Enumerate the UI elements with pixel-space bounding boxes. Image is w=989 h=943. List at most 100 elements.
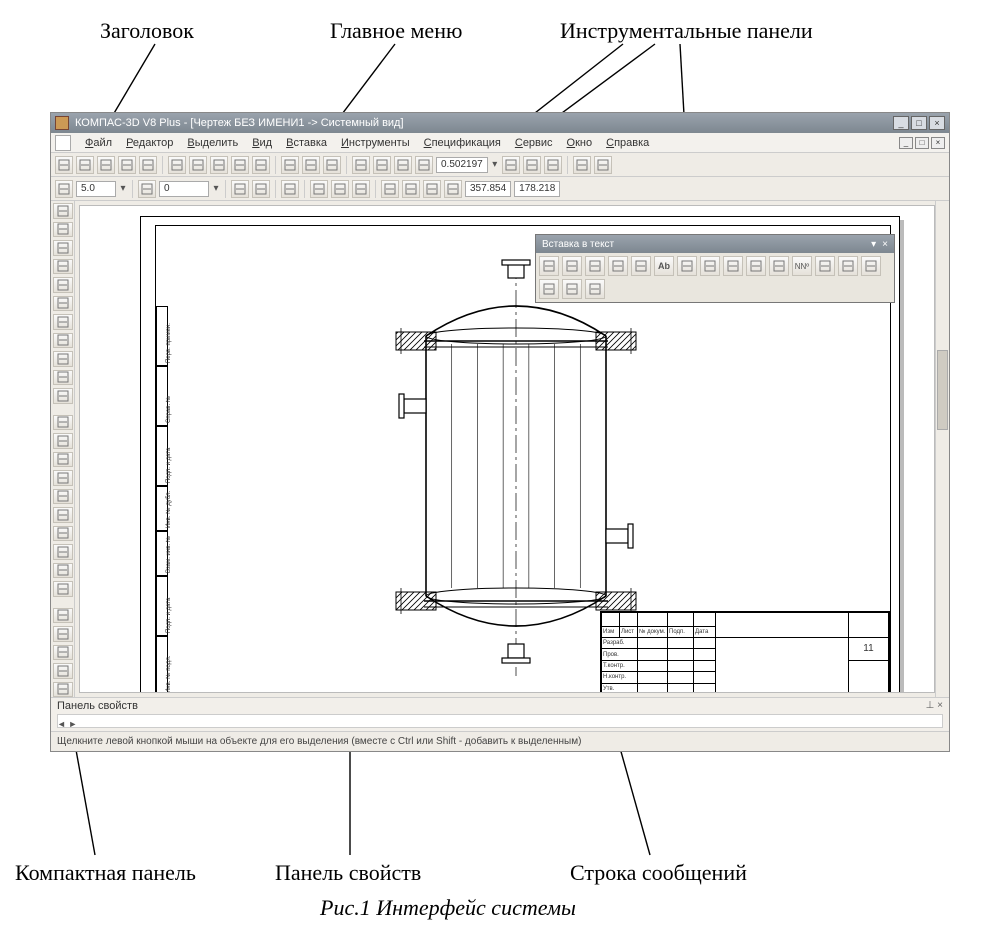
grid-button[interactable] <box>352 180 370 198</box>
properties-close-icon[interactable]: × <box>937 700 943 711</box>
float-frac-button[interactable] <box>585 256 605 276</box>
compact-copy-button[interactable] <box>53 608 73 624</box>
zoom-dropdown-icon[interactable]: ▾ <box>491 159 499 170</box>
compact-measure-button[interactable] <box>53 314 73 330</box>
cross-button[interactable] <box>444 180 462 198</box>
props-button[interactable] <box>281 156 299 174</box>
compact-arc-button[interactable] <box>53 470 73 486</box>
compact-move-button[interactable] <box>53 626 73 642</box>
compact-hatch-button[interactable] <box>53 563 73 579</box>
float-sqrt-button[interactable] <box>608 256 628 276</box>
layer-button[interactable] <box>573 156 591 174</box>
ortho-button[interactable] <box>381 180 399 198</box>
compact-chamfer-button[interactable] <box>53 526 73 542</box>
float-cir-button[interactable] <box>723 256 743 276</box>
redo-button[interactable] <box>252 156 270 174</box>
zoom-in-button[interactable] <box>352 156 370 174</box>
mdi-close-button[interactable]: × <box>931 137 945 149</box>
open-button[interactable] <box>76 156 94 174</box>
color-button[interactable] <box>594 156 612 174</box>
zoom-field[interactable]: 0.502197 <box>436 157 488 173</box>
zoom-out-button[interactable] <box>373 156 391 174</box>
menu-item-9[interactable]: Справка <box>600 135 655 151</box>
floating-toolbar-close-icon[interactable]: × <box>882 239 888 250</box>
menu-item-2[interactable]: Выделить <box>181 135 244 151</box>
floating-toolbar[interactable]: Вставка в текст ▾ × AbNNº <box>535 234 895 303</box>
zoom-all-button[interactable] <box>415 156 433 174</box>
properties-panel-scroll[interactable]: ◄ ► <box>57 719 77 729</box>
compact-text-button[interactable] <box>53 259 73 275</box>
float-deg-button[interactable] <box>700 256 720 276</box>
coord-x-field[interactable]: 357.854 <box>465 181 511 197</box>
coord-y-field[interactable]: 178.218 <box>514 181 560 197</box>
undo-button[interactable] <box>231 156 249 174</box>
float-brk-button[interactable] <box>539 279 559 299</box>
fx-button[interactable] <box>302 156 320 174</box>
compact-rect-button[interactable] <box>53 433 73 449</box>
floating-toolbar-title[interactable]: Вставка в текст ▾ × <box>536 235 894 253</box>
step-field[interactable]: 5.0 <box>76 181 116 197</box>
step-dropdown-icon[interactable]: ▾ <box>119 183 127 194</box>
float-char-button[interactable] <box>562 279 582 299</box>
compact-rotate-button[interactable] <box>53 645 73 661</box>
compact-point-button[interactable] <box>53 507 73 523</box>
fit-button[interactable] <box>523 156 541 174</box>
float-tab-button[interactable] <box>746 256 766 276</box>
float-sum-button[interactable] <box>631 256 651 276</box>
compact-select-button[interactable] <box>53 203 73 219</box>
floating-toolbar-dropdown-icon[interactable]: ▾ <box>871 239 876 250</box>
maximize-button[interactable]: □ <box>911 116 927 130</box>
new-button[interactable] <box>55 156 73 174</box>
menu-item-1[interactable]: Редактор <box>120 135 179 151</box>
scrollbar-thumb[interactable] <box>937 350 948 430</box>
arc-button[interactable] <box>423 180 441 198</box>
menu-item-3[interactable]: Вид <box>246 135 278 151</box>
copy-button[interactable] <box>189 156 207 174</box>
mdi-min-button[interactable]: _ <box>899 137 913 149</box>
properties-panel-body[interactable] <box>57 714 943 728</box>
close-button[interactable]: × <box>929 116 945 130</box>
cut-button[interactable] <box>168 156 186 174</box>
compact-line-button[interactable] <box>53 415 73 431</box>
float-ins-button[interactable] <box>585 279 605 299</box>
refresh-button[interactable] <box>544 156 562 174</box>
menu-item-5[interactable]: Инструменты <box>335 135 416 151</box>
menu-item-0[interactable]: Файл <box>79 135 118 151</box>
menu-item-7[interactable]: Сервис <box>509 135 559 151</box>
compact-assoc-button[interactable] <box>53 388 73 404</box>
compact-circle-button[interactable] <box>53 452 73 468</box>
float-obj-button[interactable] <box>861 256 881 276</box>
compact-edit-button[interactable] <box>53 277 73 293</box>
zoom-win-button[interactable] <box>394 156 412 174</box>
paste-button[interactable] <box>210 156 228 174</box>
menu-item-8[interactable]: Окно <box>561 135 599 151</box>
float-ref-button[interactable] <box>815 256 835 276</box>
layer-field[interactable]: 0 <box>159 181 209 197</box>
dim-button[interactable] <box>402 180 420 198</box>
menu-item-6[interactable]: Спецификация <box>418 135 507 151</box>
canvas-area[interactable]: Инв. № подл.Подп. и датаВзам. инв. №Инв.… <box>79 205 935 693</box>
compact-view-button[interactable] <box>53 370 73 386</box>
linetype-button[interactable] <box>281 180 299 198</box>
float-sym1-button[interactable] <box>539 256 559 276</box>
hatch-button[interactable] <box>331 180 349 198</box>
print-button[interactable] <box>118 156 136 174</box>
float-page-button[interactable] <box>769 256 789 276</box>
compact-sym-button[interactable] <box>53 333 73 349</box>
save-button[interactable] <box>97 156 115 174</box>
pen-button[interactable] <box>310 180 328 198</box>
preview-button[interactable] <box>139 156 157 174</box>
compact-spec-button[interactable] <box>53 351 73 367</box>
pan-button[interactable] <box>502 156 520 174</box>
float-spec-button[interactable] <box>677 256 697 276</box>
compact-mirror-button[interactable] <box>53 663 73 679</box>
float-NNº-button[interactable]: NNº <box>792 256 812 276</box>
float-pic-button[interactable] <box>838 256 858 276</box>
compact-spline-button[interactable] <box>53 489 73 505</box>
float-sym2-button[interactable] <box>562 256 582 276</box>
snap-button[interactable] <box>231 180 249 198</box>
compact-geom-button[interactable] <box>53 222 73 238</box>
style-button[interactable] <box>138 180 156 198</box>
compact-axis-button[interactable] <box>53 581 73 597</box>
layer-dropdown-icon[interactable]: ▾ <box>212 183 220 194</box>
